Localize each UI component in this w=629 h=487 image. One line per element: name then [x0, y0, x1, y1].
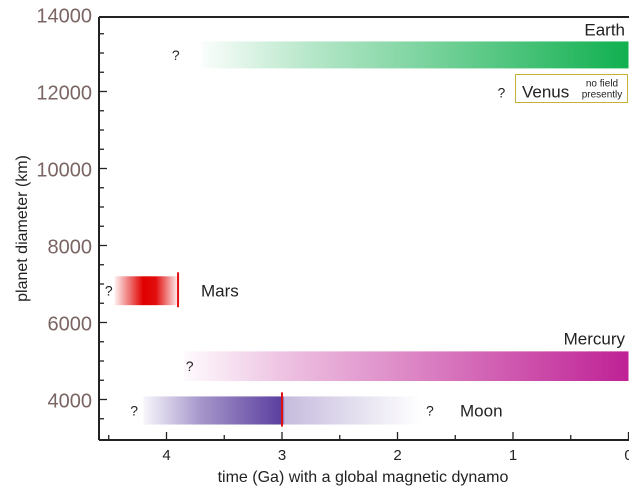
x-tick-label: 2: [393, 447, 401, 464]
venus-box: [515, 74, 628, 103]
earth-question-mark: ?: [172, 47, 180, 63]
venus-note-line2: presently: [582, 90, 623, 101]
x-tick-label: 0: [624, 447, 629, 464]
bars-layer: [114, 41, 629, 427]
x-tick-label: 3: [278, 447, 286, 464]
y-tick-label: 14000: [36, 6, 92, 28]
y-tick-label: 8000: [48, 237, 93, 259]
venus-label: Venus: [522, 83, 569, 102]
y-tick-label: 6000: [48, 314, 93, 336]
mars-bar: [114, 276, 179, 306]
labels-layer: ???? ? Earth Mercury Mars Moon Venus no fieldpr…: [14, 6, 629, 487]
mars-label: Mars: [201, 282, 239, 301]
mercury-bar: [183, 351, 629, 382]
y-axis-title: planet diameter (km): [14, 155, 31, 302]
moon-question-mark: ?: [130, 402, 138, 418]
y-tick-label: 10000: [36, 160, 92, 182]
earth-label: Earth: [584, 20, 625, 39]
mercury-question-mark: ?: [186, 358, 194, 374]
earth-bar: [201, 41, 629, 69]
y-tick-label: 4000: [48, 391, 93, 413]
x-tick-label: 4: [162, 447, 170, 464]
moon-question-mark-end: ?: [426, 402, 434, 418]
moon-label: Moon: [460, 401, 503, 420]
x-tick-label: 1: [509, 447, 517, 464]
x-axis-title: time (Ga) with a global magnetic dynamo: [218, 469, 509, 486]
y-tick-label: 12000: [36, 83, 92, 105]
venus-question-mark: ?: [498, 85, 506, 101]
mercury-label: Mercury: [564, 329, 626, 348]
mars-question-mark: ?: [105, 283, 113, 299]
venus-note-line1: no field: [586, 79, 618, 90]
